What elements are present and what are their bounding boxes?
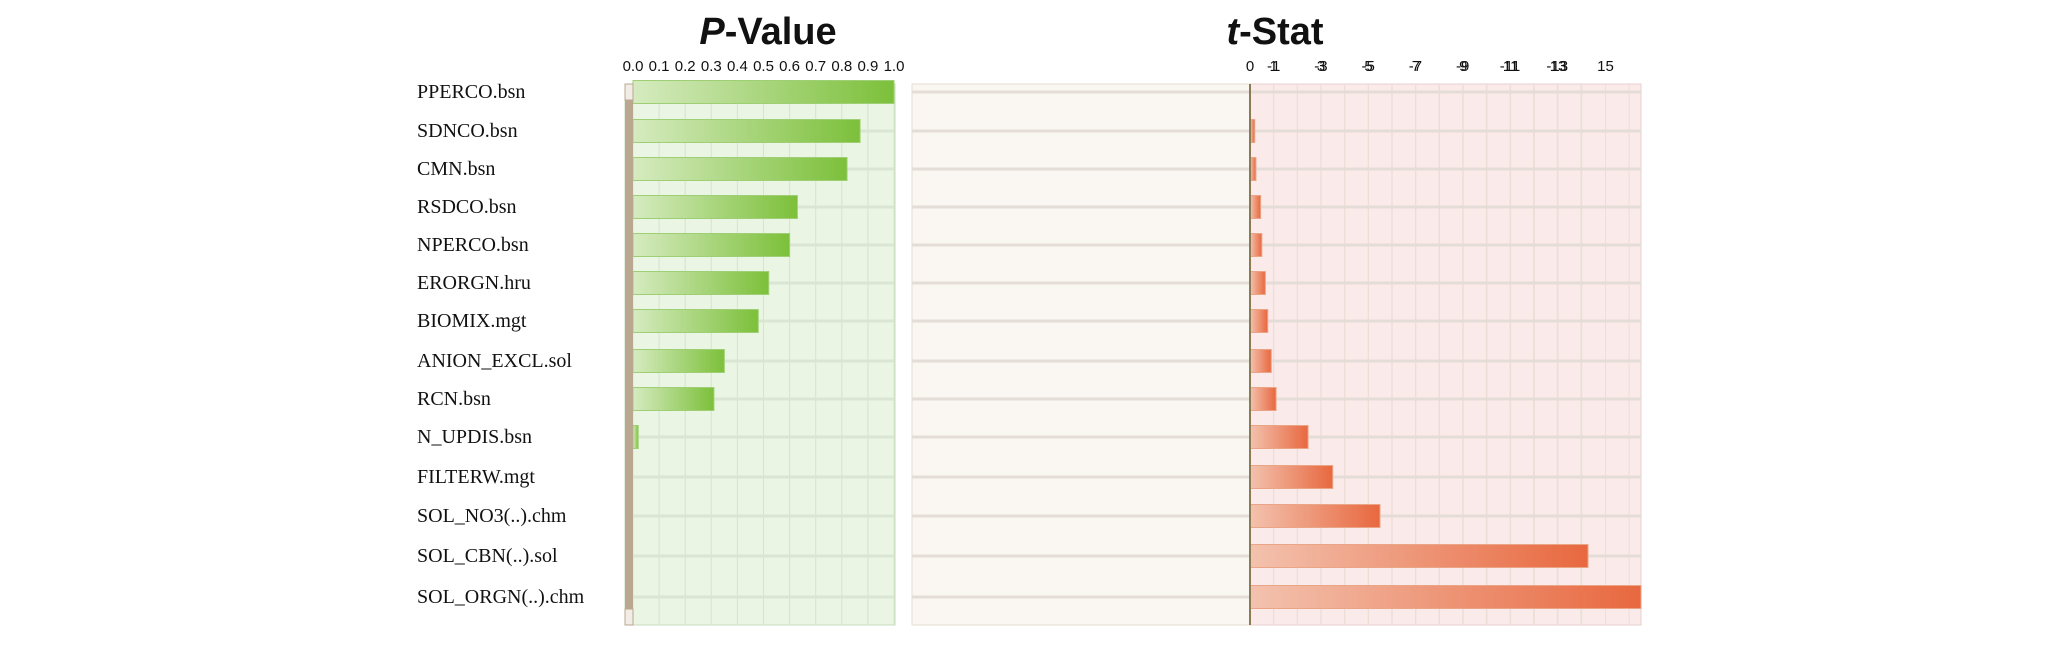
tstat-tick-label: -5 (1362, 58, 1375, 75)
tstat-bar (1249, 387, 1277, 411)
parameter-label: FILTERW.mgt (417, 466, 535, 488)
pvalue-tick-label: 1.0 (884, 58, 905, 75)
parameter-label: SOL_ORGN(..).chm (417, 586, 585, 608)
tstat-tick-label: 11 (1503, 58, 1519, 75)
tstat-panel-negative (911, 83, 1251, 626)
parameter-label: RSDCO.bsn (417, 196, 516, 218)
tstat-tick-label: 13 (1550, 58, 1567, 75)
parameter-label: BIOMIX.mgt (417, 310, 527, 332)
parameter-label: ANION_EXCL.sol (417, 350, 572, 372)
pvalue-title: P-Value (699, 11, 836, 53)
pvalue-axis-rail-top (624, 83, 634, 101)
pvalue-bar (632, 157, 848, 181)
tstat-tick-label: -9 (1456, 58, 1469, 75)
pvalue-tick-label: 0.4 (727, 58, 748, 75)
tstat-tick-label: 7 (1412, 58, 1420, 75)
pvalue-tick-label: 0.6 (779, 58, 800, 75)
tstat-tick-label: -3 (1314, 58, 1327, 75)
tstat-tick-label: -7 (1409, 58, 1422, 75)
tstat-bar (1249, 465, 1334, 489)
pvalue-bar (632, 387, 715, 411)
tstat-tick-label: -11 (1500, 58, 1521, 75)
parameter-label: ERORGN.hru (417, 272, 531, 294)
pvalue-axis-rail-bottom (624, 608, 634, 626)
pvalue-tick-label: 0.1 (649, 58, 670, 75)
pvalue-tick-label: 0.5 (753, 58, 774, 75)
parameter-label: SOL_NO3(..).chm (417, 505, 567, 527)
pvalue-tick-labels: 0.0 0.1 0.2 0.3 0.4 0.5 0.6 0.7 0.8 0.9 1.0 (623, 58, 905, 75)
tstat-tick-label: -1 (1267, 58, 1280, 75)
tstat-tick-label: 9 (1459, 58, 1467, 75)
parameter-label: SDNCO.bsn (417, 120, 518, 142)
parameter-label: NPERCO.bsn (417, 234, 529, 256)
pvalue-bar (632, 233, 791, 257)
pvalue-axis-rail (625, 84, 633, 625)
tstat-panel-positive (1249, 83, 1642, 626)
pvalue-tick-label: 0.8 (831, 58, 852, 75)
pvalue-tick-label: 0.9 (857, 58, 878, 75)
parameter-label: RCN.bsn (417, 388, 491, 410)
tstat-tick-label: 15 (1597, 58, 1614, 75)
tstat-tick-label: 5 (1364, 58, 1372, 75)
tstat-bar (1249, 425, 1309, 449)
tstat-tick-label: 3 (1317, 58, 1325, 75)
pvalue-bars (632, 80, 895, 449)
pvalue-tick-label: 0.2 (675, 58, 696, 75)
pvalue-bar (632, 425, 639, 449)
tstat-bars (1249, 119, 1642, 609)
tstat-title: t-Stat (1226, 11, 1323, 53)
tstat-tick-label: 1 (1270, 58, 1278, 75)
pvalue-bar (632, 80, 895, 104)
pvalue-bar (632, 119, 861, 143)
tstat-bar (1249, 233, 1263, 257)
parameter-labels: PPERCO.bsn SDNCO.bsn CMN.bsn RSDCO.bsn NPERC… (417, 81, 585, 608)
pvalue-tick-label: 0.3 (701, 58, 722, 75)
tstat-bar (1249, 309, 1269, 333)
tstat-gridlines (1249, 84, 1630, 625)
tstat-bar (1249, 349, 1272, 373)
tstat-tick-label: -13 (1546, 58, 1568, 75)
pvalue-bar (632, 309, 759, 333)
tstat-tick-label: 0 (1246, 58, 1254, 75)
tstat-tick-labels: -13-11-9-7-5-3-10 1 3 5 7 9 11 13 15 (1246, 58, 1614, 75)
tstat-bar (1249, 195, 1262, 219)
parameter-label: SOL_CBN(..).sol (417, 545, 558, 567)
pvalue-tick-label: 0.7 (805, 58, 826, 75)
pvalue-bar (632, 195, 798, 219)
tstat-bar (1249, 504, 1381, 528)
tstat-bar (1249, 585, 1642, 609)
parameter-label: N_UPDIS.bsn (417, 426, 532, 448)
tstat-bar (1249, 271, 1266, 295)
parameter-label: CMN.bsn (417, 158, 495, 180)
pvalue-bar (632, 349, 725, 373)
pvalue-bar (632, 271, 770, 295)
tstat-bar (1249, 544, 1589, 568)
pvalue-tick-label: 0.0 (623, 58, 644, 75)
parameter-label: PPERCO.bsn (417, 81, 525, 103)
